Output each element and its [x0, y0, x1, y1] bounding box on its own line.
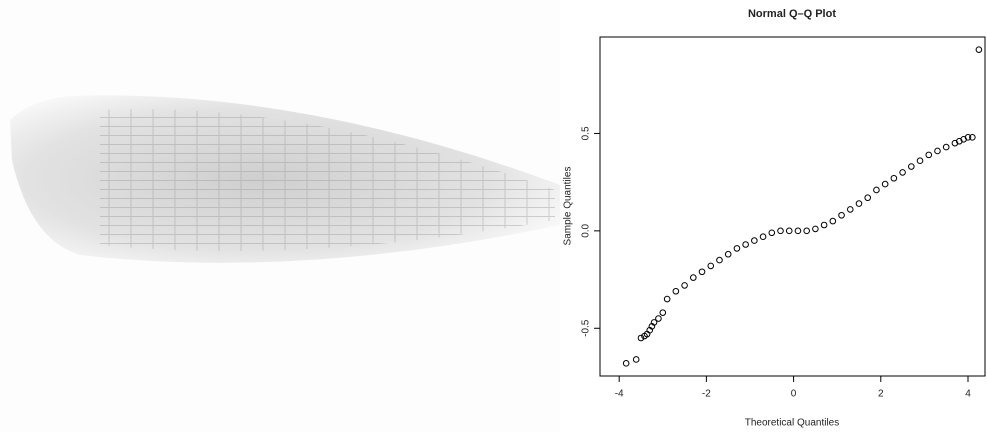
- point: [969, 134, 976, 141]
- point: [846, 206, 854, 213]
- point: [759, 233, 767, 240]
- point: [716, 256, 723, 264]
- point: [777, 227, 784, 235]
- chart-title: Normal Q–Q Plot: [748, 8, 836, 20]
- point: [733, 245, 741, 252]
- point: [751, 237, 758, 244]
- point: [925, 151, 933, 159]
- point: [838, 211, 845, 219]
- x-tick-label: 4: [965, 389, 971, 400]
- point: [707, 262, 715, 270]
- x-tick-label: 0: [791, 389, 797, 400]
- point: [942, 143, 950, 151]
- point: [855, 200, 863, 207]
- point: [637, 334, 645, 342]
- point: [663, 295, 671, 303]
- y-tick-label: 0.5: [581, 126, 592, 140]
- point: [650, 319, 658, 326]
- point: [899, 169, 906, 176]
- point: [785, 227, 793, 235]
- point: [632, 356, 640, 363]
- x-tick-label: -4: [615, 389, 624, 400]
- point: [873, 186, 880, 194]
- point: [812, 225, 819, 233]
- x-tick-label: 2: [878, 389, 884, 400]
- point: [659, 309, 667, 316]
- point: [768, 229, 776, 237]
- point: [681, 282, 688, 289]
- y-tick-label: -0.5: [581, 319, 592, 337]
- microscopy-image: [10, 95, 560, 263]
- point: [964, 134, 972, 141]
- point: [655, 315, 662, 322]
- point: [908, 163, 915, 170]
- plot-frame: [599, 36, 986, 377]
- point: [890, 174, 898, 182]
- point: [742, 241, 749, 248]
- x-axis-label: Theoretical Quantiles: [745, 418, 840, 429]
- point: [916, 157, 924, 165]
- point: [881, 180, 889, 188]
- point: [820, 221, 828, 229]
- point: [829, 217, 837, 225]
- point: [622, 360, 630, 367]
- x-tick-label: -2: [702, 389, 711, 400]
- point: [864, 194, 872, 202]
- point: [794, 227, 802, 235]
- point: [690, 274, 697, 281]
- point: [724, 250, 732, 258]
- y-axis-label: Sample Quantiles: [563, 167, 574, 246]
- point: [975, 46, 983, 53]
- y-tick-label: 0.0: [581, 223, 592, 237]
- point: [698, 268, 706, 276]
- point: [934, 147, 941, 155]
- point: [803, 227, 810, 235]
- point: [672, 287, 680, 295]
